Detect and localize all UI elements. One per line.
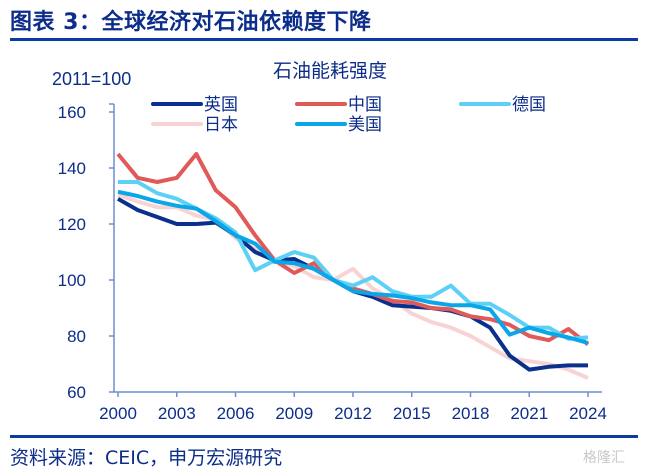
x-tick-label: 2012 bbox=[334, 404, 372, 423]
y-tick-label: 60 bbox=[67, 383, 86, 402]
x-tick-label: 2021 bbox=[510, 404, 548, 423]
y-tick-label: 100 bbox=[58, 271, 86, 290]
source-note: 资料来源：CEIC，申万宏源研究 bbox=[10, 447, 283, 469]
legend-label: 德国 bbox=[512, 95, 546, 115]
x-tick-label: 2018 bbox=[452, 404, 490, 423]
figure-title: 图表 3：全球经济对石油依赖度下降 bbox=[10, 10, 372, 35]
legend-item: 日本 bbox=[151, 115, 238, 135]
y-tick-label: 80 bbox=[67, 327, 86, 346]
legend-item: 德国 bbox=[459, 95, 546, 115]
y-tick-label: 120 bbox=[58, 215, 86, 234]
legend-item: 英国 bbox=[151, 95, 238, 115]
x-tick-label: 2024 bbox=[569, 404, 607, 423]
legend-item: 中国 bbox=[295, 95, 382, 115]
watermark-logo: 格隆汇 bbox=[583, 450, 625, 466]
y-tick-label: 140 bbox=[58, 159, 86, 178]
series-lines bbox=[116, 152, 590, 380]
x-tick-label: 2006 bbox=[217, 404, 255, 423]
unit-label: 2011=100 bbox=[52, 69, 131, 89]
y-tick-label: 160 bbox=[58, 103, 86, 122]
x-tick-label: 2000 bbox=[99, 404, 137, 423]
axes: 60 80 100 120 140 160 2000 2003 2006 2009 2012 2015… bbox=[58, 103, 607, 423]
series-line-日本 bbox=[117, 192, 589, 380]
legend-item: 美国 bbox=[295, 115, 382, 135]
title-divider bbox=[10, 38, 638, 41]
legend-label: 日本 bbox=[204, 115, 238, 135]
footer-divider bbox=[10, 435, 638, 438]
legend-label: 中国 bbox=[348, 95, 382, 115]
x-tick-label: 2015 bbox=[393, 404, 431, 423]
series-line-美国 bbox=[117, 189, 589, 345]
x-tick-label: 2003 bbox=[158, 404, 196, 423]
series-line-中国 bbox=[116, 152, 590, 346]
legend-label: 英国 bbox=[204, 95, 238, 115]
x-tick-label: 2009 bbox=[275, 404, 313, 423]
chart-title: 石油能耗强度 bbox=[273, 60, 387, 82]
legend-label: 美国 bbox=[348, 115, 382, 135]
